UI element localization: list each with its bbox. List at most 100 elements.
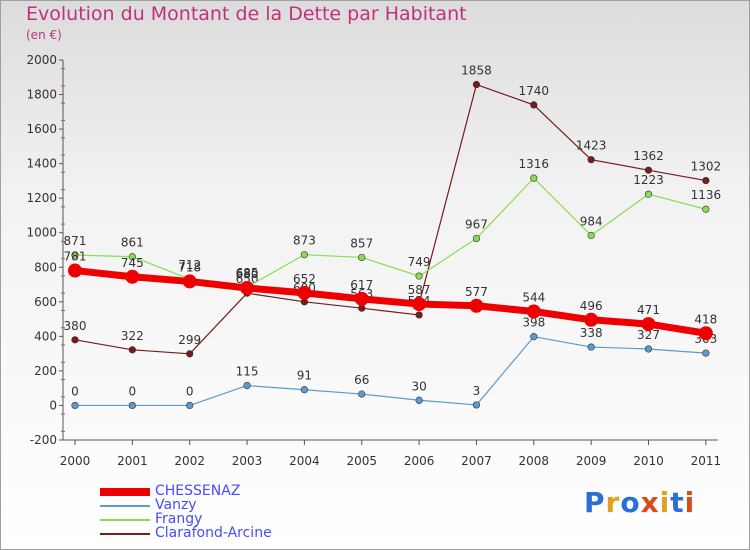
data-label: 617 — [350, 278, 373, 292]
data-point — [702, 205, 710, 213]
y-tick-label: 0 — [49, 398, 57, 412]
data-point — [472, 80, 481, 89]
y-tick-label: 400 — [34, 329, 57, 343]
data-point — [358, 304, 366, 312]
data-label: 1136 — [691, 188, 722, 202]
data-label: 861 — [121, 236, 144, 250]
data-point — [415, 311, 423, 319]
data-point — [641, 317, 656, 332]
x-tick-label: 2004 — [289, 454, 320, 468]
y-tick-label: 1200 — [26, 191, 57, 205]
x-tick-label: 2007 — [461, 454, 492, 468]
data-point — [587, 156, 595, 164]
data-point — [469, 298, 484, 313]
data-label: 1316 — [519, 157, 550, 171]
data-label: 749 — [408, 255, 431, 269]
y-tick-label: 2000 — [26, 53, 57, 67]
data-point — [297, 285, 312, 300]
x-tick-label: 2002 — [174, 454, 205, 468]
data-label: 1423 — [576, 139, 607, 153]
series-line — [74, 177, 707, 288]
data-label: 857 — [350, 236, 373, 250]
data-point — [300, 386, 309, 394]
data-label: 544 — [522, 290, 545, 304]
data-point — [644, 190, 653, 198]
data-label: 1302 — [691, 160, 722, 174]
data-label: 0 — [71, 384, 79, 398]
y-tick-label: 200 — [34, 364, 57, 378]
data-label: 577 — [465, 285, 488, 299]
data-point — [354, 291, 369, 306]
data-point — [644, 345, 653, 353]
data-label: 652 — [293, 272, 316, 286]
x-tick-label: 2006 — [404, 454, 435, 468]
data-point — [182, 274, 197, 289]
data-label: 327 — [637, 328, 660, 342]
chart-subtitle: (en €) — [26, 28, 62, 42]
data-point — [587, 343, 595, 351]
data-point — [128, 401, 136, 410]
data-label: 1223 — [633, 173, 664, 187]
data-point — [243, 381, 251, 390]
legend-swatch — [100, 533, 150, 535]
data-label: 418 — [694, 312, 717, 326]
data-label: 781 — [64, 250, 87, 264]
data-point — [128, 253, 136, 261]
data-point — [698, 326, 713, 341]
data-label: 873 — [293, 234, 316, 248]
y-tick-label: 1000 — [26, 226, 57, 240]
data-point — [186, 401, 194, 410]
legend-swatch — [100, 505, 150, 507]
data-point — [530, 101, 538, 109]
data-point — [702, 349, 710, 357]
x-tick-label: 2010 — [633, 454, 664, 468]
y-tick-label: 1400 — [26, 157, 57, 171]
data-label: 680 — [236, 267, 259, 281]
data-point — [530, 174, 538, 182]
data-point — [125, 269, 140, 284]
data-label: 380 — [64, 319, 87, 333]
data-point — [702, 176, 710, 185]
data-point — [644, 166, 653, 174]
y-tick-label: 1800 — [26, 88, 57, 102]
data-point — [300, 251, 309, 259]
data-label: 871 — [64, 234, 87, 248]
legend-label: Clarafond-Arcine — [155, 525, 272, 541]
data-point — [412, 297, 427, 312]
data-point — [71, 336, 79, 344]
x-tick-label: 2005 — [346, 454, 377, 468]
data-label: 1858 — [461, 64, 492, 78]
legend-label: CHESSENAZ — [155, 483, 241, 499]
data-label: 115 — [236, 365, 259, 379]
y-tick-label: 600 — [34, 295, 57, 309]
data-point — [71, 401, 79, 410]
data-label: 0 — [186, 384, 194, 398]
legend-swatch — [100, 519, 150, 521]
data-label: 650 — [236, 272, 259, 286]
brand-logo: Proxiti — [584, 486, 696, 519]
data-label: 685 — [236, 266, 259, 280]
y-tick-label: 1600 — [26, 122, 57, 136]
data-point — [415, 396, 423, 404]
data-label: 0 — [129, 384, 137, 398]
x-tick-label: 2011 — [691, 454, 722, 468]
x-tick-label: 2001 — [117, 454, 148, 468]
y-tick-label: 800 — [34, 260, 57, 274]
series-line — [74, 336, 707, 407]
data-point — [68, 263, 82, 278]
series-line — [71, 267, 710, 337]
data-point — [472, 234, 481, 243]
data-label: 1362 — [633, 149, 664, 163]
legend-swatch — [100, 488, 150, 496]
x-tick-label: 2000 — [60, 454, 91, 468]
y-tick-label: -200 — [30, 433, 57, 447]
data-label: 3 — [473, 384, 481, 398]
data-label: 967 — [465, 217, 488, 231]
x-tick-label: 2003 — [232, 454, 263, 468]
data-label: 338 — [580, 326, 603, 340]
data-point — [71, 251, 79, 259]
legend-label: Vanzy — [155, 497, 197, 513]
data-label: 745 — [121, 256, 144, 270]
data-label: 984 — [580, 214, 603, 228]
